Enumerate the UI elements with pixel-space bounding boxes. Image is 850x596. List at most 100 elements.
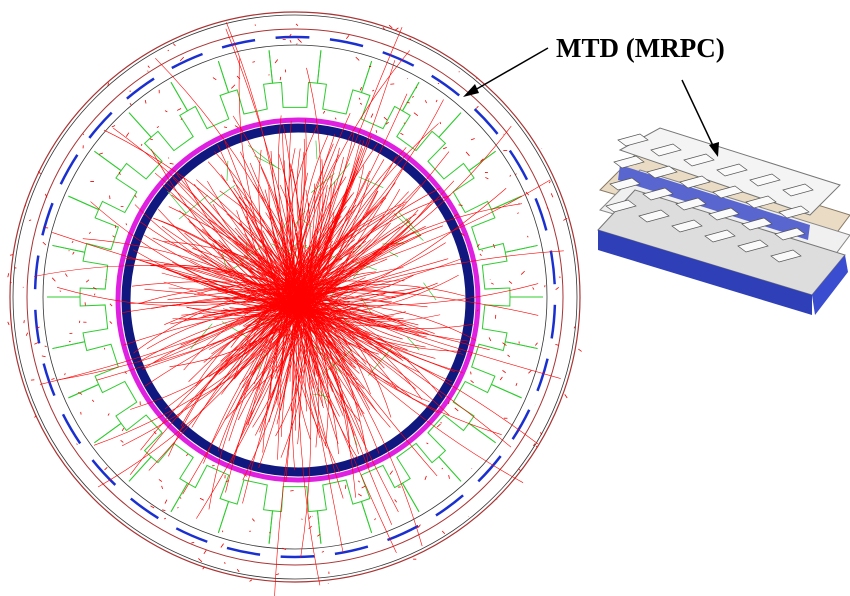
hit bbox=[9, 281, 12, 284]
hit bbox=[499, 376, 503, 381]
track bbox=[285, 201, 407, 290]
hit bbox=[417, 524, 421, 528]
mtd-tray bbox=[33, 255, 40, 290]
track bbox=[288, 295, 430, 403]
track bbox=[275, 303, 311, 437]
yoke bbox=[217, 50, 274, 115]
yoke bbox=[481, 296, 543, 350]
hit bbox=[78, 391, 83, 395]
track bbox=[305, 283, 539, 306]
mtd-tray bbox=[91, 459, 117, 486]
mtd-tray bbox=[473, 108, 499, 135]
track bbox=[154, 172, 290, 288]
hit bbox=[28, 219, 32, 222]
mtd-tray bbox=[88, 111, 113, 139]
hit bbox=[236, 568, 240, 573]
track bbox=[309, 292, 371, 395]
hit bbox=[555, 344, 559, 346]
track bbox=[274, 313, 313, 596]
yoke bbox=[360, 60, 420, 130]
track bbox=[241, 246, 307, 293]
hit bbox=[509, 174, 511, 177]
track bbox=[310, 159, 385, 296]
track bbox=[307, 293, 393, 525]
hit bbox=[118, 171, 121, 176]
track bbox=[224, 141, 286, 300]
hit bbox=[357, 493, 362, 497]
hit bbox=[525, 191, 529, 196]
mtd-tray bbox=[329, 38, 364, 48]
track bbox=[310, 203, 523, 298]
hit bbox=[93, 293, 96, 296]
track bbox=[277, 115, 296, 292]
hit bbox=[203, 550, 207, 555]
hit bbox=[42, 241, 47, 246]
hit bbox=[71, 240, 74, 244]
track bbox=[258, 265, 296, 293]
mtd-tray bbox=[226, 546, 261, 556]
track bbox=[296, 289, 324, 330]
hit bbox=[24, 205, 27, 207]
inner-ring bbox=[26, 28, 564, 566]
hit bbox=[282, 547, 287, 550]
hit bbox=[249, 579, 252, 582]
hit bbox=[388, 24, 393, 29]
pad bbox=[737, 239, 769, 253]
track bbox=[308, 250, 564, 304]
yoke bbox=[94, 414, 163, 482]
track bbox=[226, 160, 229, 181]
yoke bbox=[481, 244, 543, 298]
track bbox=[217, 295, 300, 372]
hit bbox=[223, 126, 228, 128]
track bbox=[288, 120, 297, 296]
hit bbox=[546, 207, 549, 210]
track bbox=[301, 305, 524, 483]
hit bbox=[125, 132, 130, 137]
yoke bbox=[316, 479, 373, 544]
hit bbox=[357, 480, 361, 483]
track bbox=[154, 293, 300, 363]
track bbox=[168, 295, 291, 457]
yoke bbox=[170, 60, 230, 130]
hit bbox=[403, 122, 406, 124]
hit bbox=[334, 117, 337, 120]
track bbox=[52, 232, 309, 303]
hit bbox=[517, 212, 519, 214]
track bbox=[308, 147, 340, 304]
hit bbox=[202, 566, 206, 570]
hit bbox=[317, 533, 321, 537]
hit bbox=[150, 505, 155, 509]
arrow bbox=[681, 79, 716, 151]
track bbox=[309, 302, 426, 348]
hit bbox=[169, 162, 174, 165]
hit bbox=[514, 173, 517, 175]
mtd-tray bbox=[34, 309, 41, 344]
hit bbox=[125, 223, 127, 226]
track bbox=[307, 307, 389, 357]
hit bbox=[274, 59, 279, 64]
hit bbox=[563, 217, 568, 221]
mtd-tray bbox=[275, 35, 310, 39]
track bbox=[292, 125, 512, 301]
track bbox=[57, 294, 292, 381]
track bbox=[293, 271, 376, 301]
hit bbox=[394, 499, 398, 503]
hit bbox=[533, 443, 536, 447]
label: MTD (MRPC) bbox=[556, 33, 725, 63]
track bbox=[311, 175, 332, 291]
hit bbox=[411, 95, 414, 98]
hit bbox=[279, 76, 282, 81]
hit bbox=[180, 118, 183, 121]
yoke bbox=[268, 50, 322, 108]
mtd-tray bbox=[175, 527, 208, 543]
hit bbox=[470, 371, 472, 375]
yoke bbox=[170, 464, 230, 534]
track bbox=[113, 127, 293, 315]
hit bbox=[492, 243, 496, 248]
track bbox=[82, 238, 289, 302]
hit bbox=[308, 516, 312, 520]
hit bbox=[476, 77, 478, 79]
hit bbox=[479, 253, 482, 257]
track bbox=[277, 310, 286, 460]
